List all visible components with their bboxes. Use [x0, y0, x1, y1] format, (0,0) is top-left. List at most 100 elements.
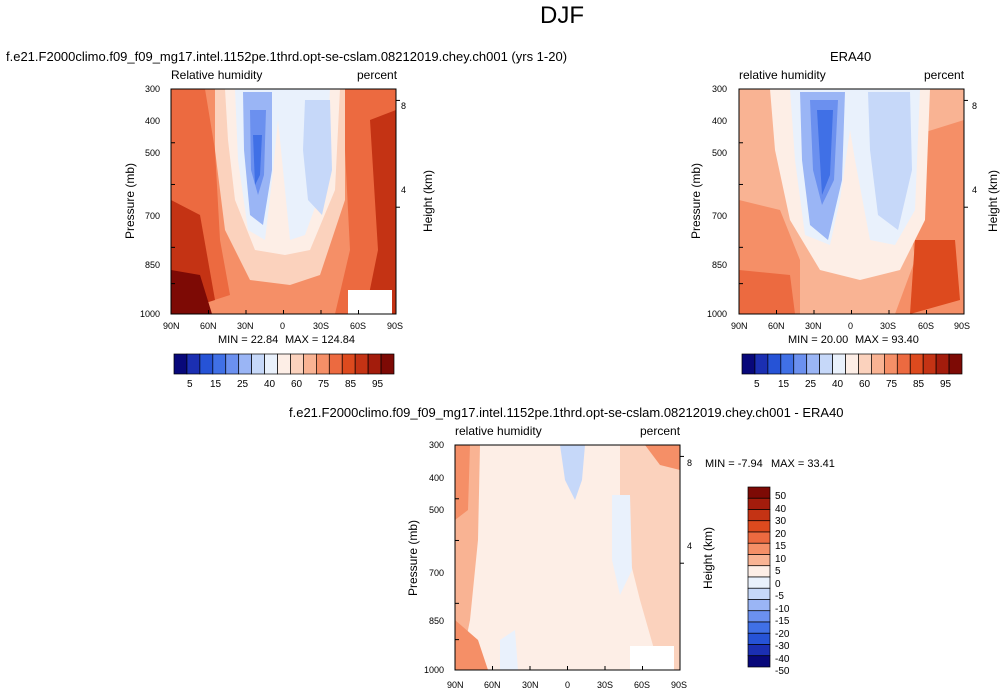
cbar3-swatch: [747, 621, 771, 634]
panel3-blue-mid: [612, 495, 632, 595]
cbar3-swatch: [747, 565, 771, 578]
panel3-right-dark: [645, 445, 680, 470]
panel3-xtick-90S: 90S: [671, 680, 688, 690]
panel2-htick-8: 8: [972, 101, 978, 111]
cbar3-label-20: 20: [775, 529, 787, 540]
cbar3-swatch: [747, 554, 771, 567]
cbar2-swatch: [948, 353, 963, 375]
panel2-ytick-850: 850: [712, 260, 728, 270]
cbar2-swatch: [780, 353, 795, 375]
panel3-ytick-400: 400: [429, 473, 445, 483]
panel2-ytick-1000: 1000: [707, 309, 728, 319]
cbar3-label-m20: -20: [775, 629, 790, 640]
cbar1-swatch: [328, 353, 343, 375]
panel1-xtick-30S: 30S: [313, 321, 330, 331]
cbar1-label-85: 85: [345, 379, 357, 390]
panel1-right-label: percent: [357, 68, 398, 82]
panel2-xtick-0: 0: [848, 321, 854, 331]
cbar1-label-60: 60: [291, 379, 303, 390]
panel3-xtick-90N: 90N: [447, 680, 464, 690]
colorbar-2: [741, 353, 963, 375]
cbar1-label-95: 95: [372, 379, 384, 390]
cbar1-swatch: [367, 353, 382, 375]
panel3-htick-8: 8: [687, 458, 693, 468]
cbar2-swatch: [767, 353, 782, 375]
colorbar-3: [747, 486, 771, 668]
panel2-title: ERA40: [830, 49, 872, 64]
panel3-missing-region: [630, 646, 674, 670]
cbar1-swatch: [199, 353, 214, 375]
panel2-left-dark: [739, 270, 795, 314]
panel1-missing-region: [348, 290, 392, 314]
cbar3-swatch: [747, 610, 771, 623]
cbar3-label-m10: -10: [775, 604, 790, 615]
cbar2-swatch: [819, 353, 833, 375]
cbar1-label-40: 40: [264, 379, 276, 390]
cbar3-swatch: [747, 644, 771, 657]
cbar2-label-25: 25: [805, 379, 817, 390]
panel1-ytick-500: 500: [145, 148, 161, 158]
panel3-left-label: relative humidity: [455, 424, 542, 438]
cbar1-swatch: [212, 353, 227, 375]
panel1-left-label: Relative humidity: [171, 68, 263, 82]
cbar1-swatch: [303, 353, 317, 375]
cbar3-swatch: [747, 599, 771, 612]
panel1-xtick-0: 0: [280, 321, 286, 331]
cbar2-label-15: 15: [778, 379, 790, 390]
cbar1-swatch: [173, 353, 188, 375]
panel2-xtick-60S: 60S: [918, 321, 935, 331]
panel1-title: f.e21.F2000climo.f09_f09_mg17.intel.1152…: [6, 49, 568, 64]
panel1-left-darkest: [171, 270, 212, 314]
panel1-ytick-700: 700: [145, 211, 161, 221]
cbar3-label-10: 10: [775, 554, 787, 565]
cbar3-swatch: [747, 531, 771, 544]
panel3-xtick-30N: 30N: [522, 680, 539, 690]
panel1-xtick-90S: 90S: [387, 321, 404, 331]
cbar2-swatch: [922, 353, 937, 375]
cbar2-swatch: [884, 353, 898, 375]
panel1-xtick-60N: 60N: [200, 321, 217, 331]
cbar2-label-95: 95: [940, 379, 952, 390]
cbar2-swatch: [741, 353, 756, 375]
panel2-ytick-500: 500: [712, 148, 728, 158]
panel2-xtick-60N: 60N: [768, 321, 785, 331]
cbar2-label-40: 40: [832, 379, 844, 390]
cbar2-label-5: 5: [754, 379, 760, 390]
cbar2-swatch: [935, 353, 950, 375]
panel2-xtick-30S: 30S: [880, 321, 897, 331]
figure-title: DJF: [540, 2, 584, 29]
panel1-right-dark: [365, 110, 396, 314]
cbar3-label-30: 30: [775, 516, 787, 527]
panel3-left-bottom: [455, 620, 488, 670]
cbar3-label-5: 5: [775, 566, 781, 577]
cbar3-label-m15: -15: [775, 616, 790, 627]
cbar1-label-15: 15: [210, 379, 222, 390]
cbar3-swatch: [747, 576, 771, 589]
panel2-ytick-400: 400: [712, 116, 728, 126]
panel3-blue-top: [560, 445, 585, 500]
panel2-xtick-30N: 30N: [805, 321, 822, 331]
cbar3-swatch: [747, 655, 771, 668]
cbar1-swatch: [238, 353, 252, 375]
panel1-blue-5: [303, 100, 332, 215]
panel3-title: f.e21.F2000climo.f09_f09_mg17.intel.1152…: [289, 405, 844, 420]
panel2-ytick-700: 700: [712, 211, 728, 221]
cbar1-label-75: 75: [318, 379, 330, 390]
panel3-max: MAX = 33.41: [771, 458, 835, 470]
panel2-xtick-90S: 90S: [954, 321, 971, 331]
panel1-max: MAX = 124.84: [285, 334, 356, 346]
panel1-htick-8: 8: [401, 101, 407, 111]
panel1-field: [171, 89, 396, 314]
cbar3-label-m5: -5: [775, 591, 784, 602]
panel3-xtick-60N: 60N: [484, 680, 501, 690]
panel1-ytick-300: 300: [145, 84, 161, 94]
panel1-xtick-30N: 30N: [237, 321, 254, 331]
panel2-right-dark: [910, 240, 960, 314]
panel1-blue-4: [253, 135, 262, 185]
cbar1-label-5: 5: [187, 379, 193, 390]
panel2-field: [739, 89, 964, 314]
panel3-right-label: percent: [640, 424, 681, 438]
cbar3-label-m40: -40: [775, 654, 790, 665]
panel1-ytick-400: 400: [145, 116, 161, 126]
cbar2-swatch: [845, 353, 859, 375]
